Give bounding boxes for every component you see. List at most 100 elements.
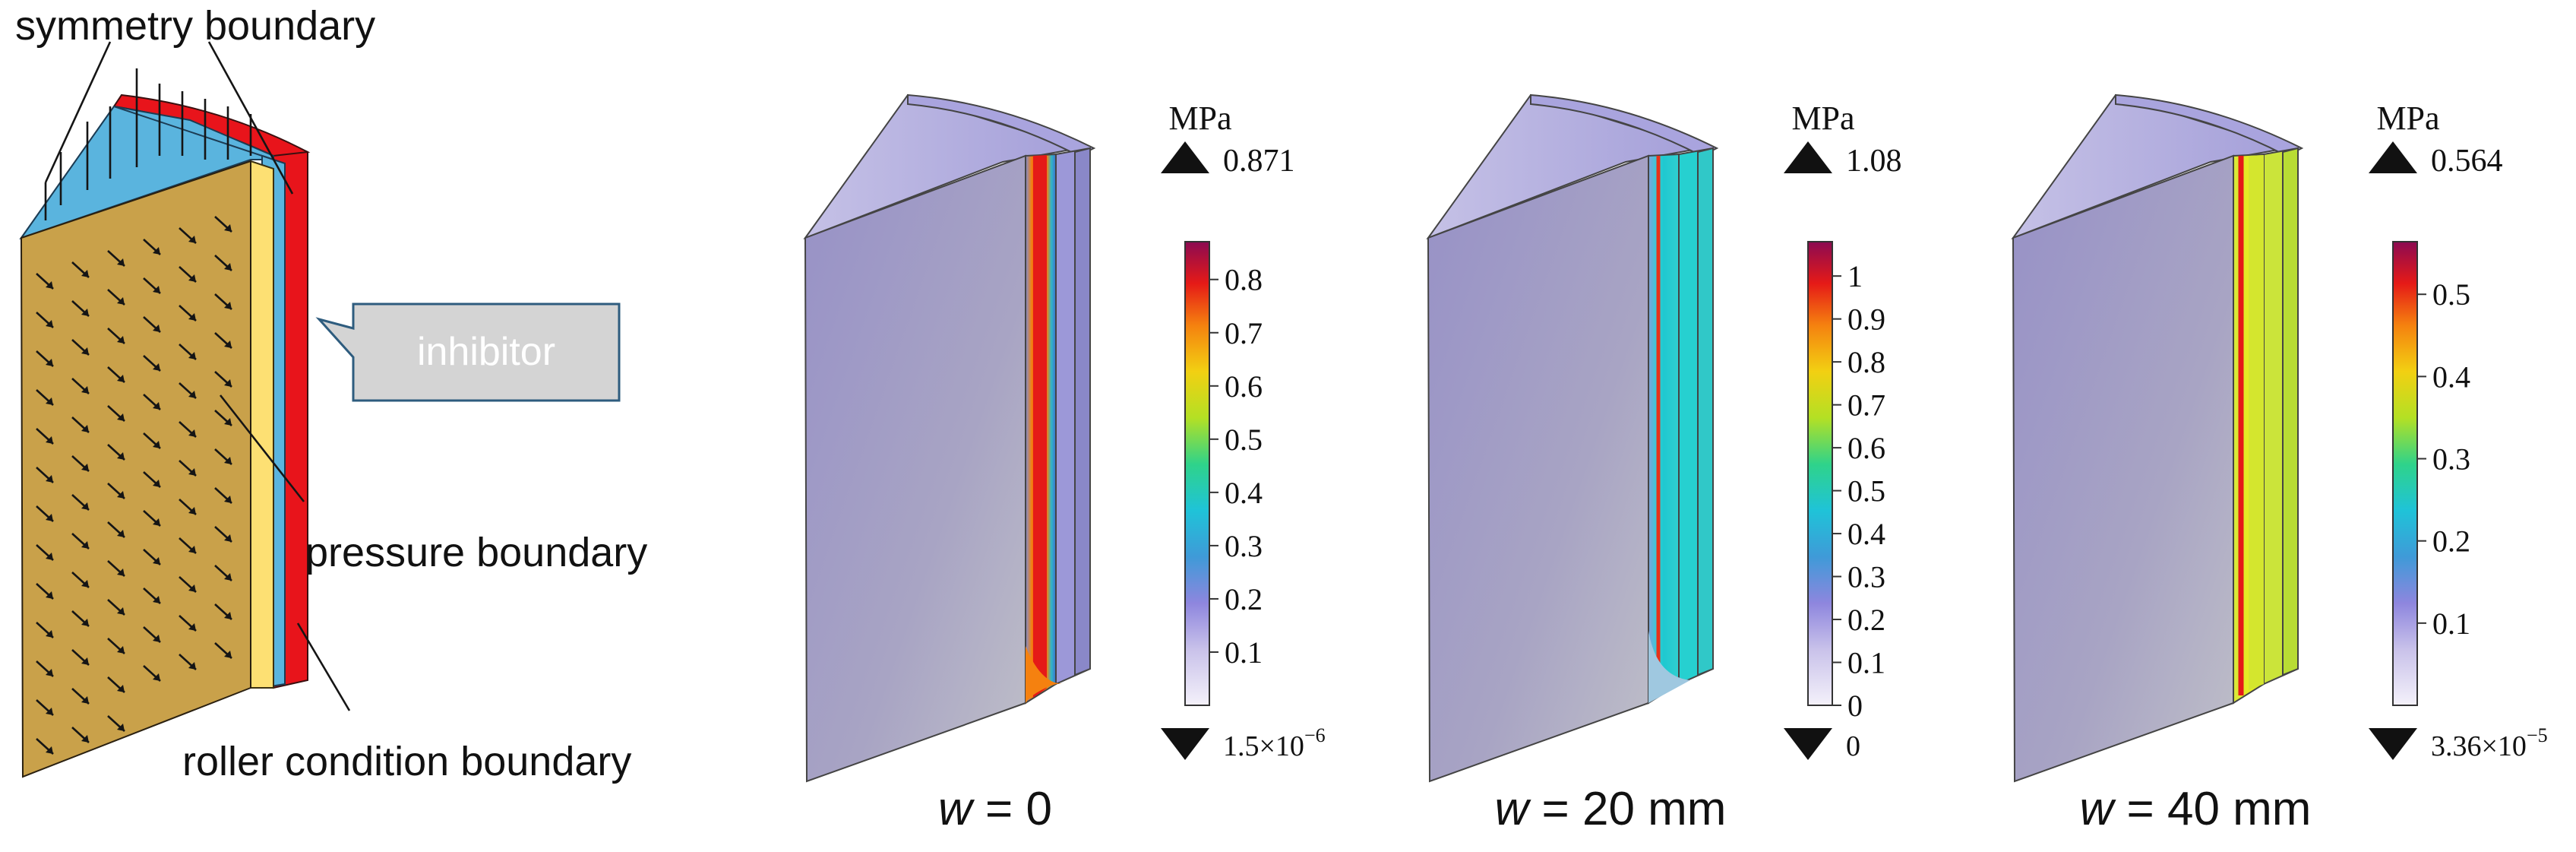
max-value: 1.08 xyxy=(1846,144,1902,179)
inhibitor-callout: inhibitor xyxy=(315,302,621,402)
tick-label: 0.2 xyxy=(1847,603,1885,637)
symmetry-boundary-label: symmetry boundary xyxy=(15,3,375,49)
roller-boundary-label: roller condition boundary xyxy=(182,739,631,784)
min-value-exponent: −6 xyxy=(1304,724,1326,746)
colorbar xyxy=(2392,241,2418,706)
roller-arrowhead xyxy=(81,580,89,588)
roller-arrowhead xyxy=(81,735,89,743)
roller-arrowhead xyxy=(153,402,160,410)
roller-arrowhead xyxy=(46,553,53,560)
roller-arrowhead xyxy=(46,630,53,638)
roller-arrowhead xyxy=(188,236,196,243)
roller-arrowhead xyxy=(224,263,232,271)
tick-label: 0.4 xyxy=(2432,359,2470,394)
roller-arrowhead xyxy=(46,281,53,289)
tick-label: 0.4 xyxy=(1225,476,1263,510)
roller-arrowhead xyxy=(153,441,160,448)
panel-caption: w = 40 mm xyxy=(2080,783,2312,835)
roller-arrowhead xyxy=(224,224,232,232)
roller-arrow-grid xyxy=(36,216,232,755)
roller-arrowhead xyxy=(188,468,196,476)
roller-arrowhead xyxy=(188,546,196,553)
peak-stress-line xyxy=(1033,155,1047,698)
colorbar xyxy=(1807,241,1833,706)
tick-label: 0.5 xyxy=(1225,423,1263,457)
tick-label: 0.5 xyxy=(2432,277,2470,312)
tick-label: 0.1 xyxy=(2432,607,2470,641)
min-marker xyxy=(1784,728,1832,760)
roller-arrowhead xyxy=(81,347,89,355)
max-marker xyxy=(1784,141,1832,173)
roller-arrowhead xyxy=(117,452,125,460)
roller-arrowhead xyxy=(46,708,53,715)
roller-arrowhead xyxy=(81,619,89,626)
min-value: 3.36×10−5 xyxy=(2431,724,2548,762)
slab-front-face xyxy=(804,154,1026,783)
unit-label: MPa xyxy=(2376,100,2439,137)
slot-stress-band xyxy=(1648,153,1680,705)
tick-label: 0 xyxy=(1847,689,1863,723)
roller-arrowhead xyxy=(81,502,89,510)
caption-value: = 20 mm xyxy=(1528,783,1726,835)
roller-arrowhead xyxy=(46,669,53,676)
slab-front-face xyxy=(2012,154,2234,783)
roller-arrowhead xyxy=(117,607,125,615)
inhibitor-edge xyxy=(1074,147,1091,676)
roller-arrowhead xyxy=(188,391,196,398)
stress-panel-0: MPa 0.871 1.5×10−6 0.1 0.2 0.3 0.4 0.5 0.6 0.7 0.8… xyxy=(803,93,1326,835)
colorbar xyxy=(1184,241,1210,706)
roller-arrowhead xyxy=(117,530,125,537)
roller-arrowhead xyxy=(224,573,232,581)
roller-arrowhead xyxy=(117,491,125,499)
roller-arrowhead xyxy=(46,475,53,483)
roller-arrowhead xyxy=(117,258,125,266)
roller-arrowhead xyxy=(153,635,160,642)
tick-label: 0.2 xyxy=(2432,524,2470,559)
tick-label: 0.4 xyxy=(1847,517,1885,551)
roller-arrowhead xyxy=(117,413,125,421)
unit-label: MPa xyxy=(1168,100,1231,137)
slab-front-face xyxy=(1427,154,1649,783)
tick-label: 0.1 xyxy=(1225,635,1263,670)
caption-variable: w xyxy=(1495,783,1532,835)
roller-arrowhead xyxy=(117,297,125,305)
tick-label: 0.5 xyxy=(1847,474,1885,508)
roller-arrowhead xyxy=(153,363,160,371)
roller-arrowhead xyxy=(188,313,196,321)
roller-arrowhead xyxy=(153,325,160,332)
roller-arrowhead xyxy=(81,657,89,665)
tick-label: 0.7 xyxy=(1225,316,1263,350)
roller-arrowhead xyxy=(46,320,53,328)
roller-arrowhead xyxy=(46,591,53,599)
inhibitor-stress-band xyxy=(2249,155,2264,690)
slot-root-shading xyxy=(1648,631,1690,703)
roller-arrowhead xyxy=(224,651,232,658)
min-value: 1.5×10−6 xyxy=(1223,724,1326,762)
roller-arrowhead xyxy=(153,480,160,487)
tick-label: 0.8 xyxy=(1225,263,1263,297)
tick-label: 0.3 xyxy=(1225,529,1263,563)
roller-arrowhead xyxy=(46,514,53,521)
max-marker xyxy=(1161,141,1209,173)
panel-caption: w = 20 mm xyxy=(1495,783,1727,835)
roller-arrowhead xyxy=(46,359,53,366)
pressure-arrows-top xyxy=(44,68,252,220)
roller-arrowhead xyxy=(224,379,232,387)
stress-panel-1: MPa 1.08 0 0 0.1 0.2 0.3 0.4 0.5 0.6 0.7 0.8 0.9 1 w =… xyxy=(1426,93,1902,835)
tick-label: 1 xyxy=(1847,259,1863,293)
roller-arrowhead xyxy=(224,418,232,426)
roller-arrowhead xyxy=(188,429,196,437)
roller-arrowhead xyxy=(153,247,160,255)
tick-label: 0.6 xyxy=(1225,369,1263,404)
roller-arrowhead xyxy=(188,662,196,670)
inhibitor-label: inhibitor xyxy=(417,330,555,374)
roller-arrowhead xyxy=(188,584,196,592)
roller-arrowhead xyxy=(153,673,160,681)
max-marker xyxy=(2369,141,2417,173)
tick-label: 0.2 xyxy=(1225,582,1263,616)
caption-variable: w xyxy=(2080,783,2117,835)
tick-label: 0.7 xyxy=(1847,388,1885,423)
roller-arrowhead xyxy=(153,596,160,603)
roller-arrowhead xyxy=(117,336,125,344)
